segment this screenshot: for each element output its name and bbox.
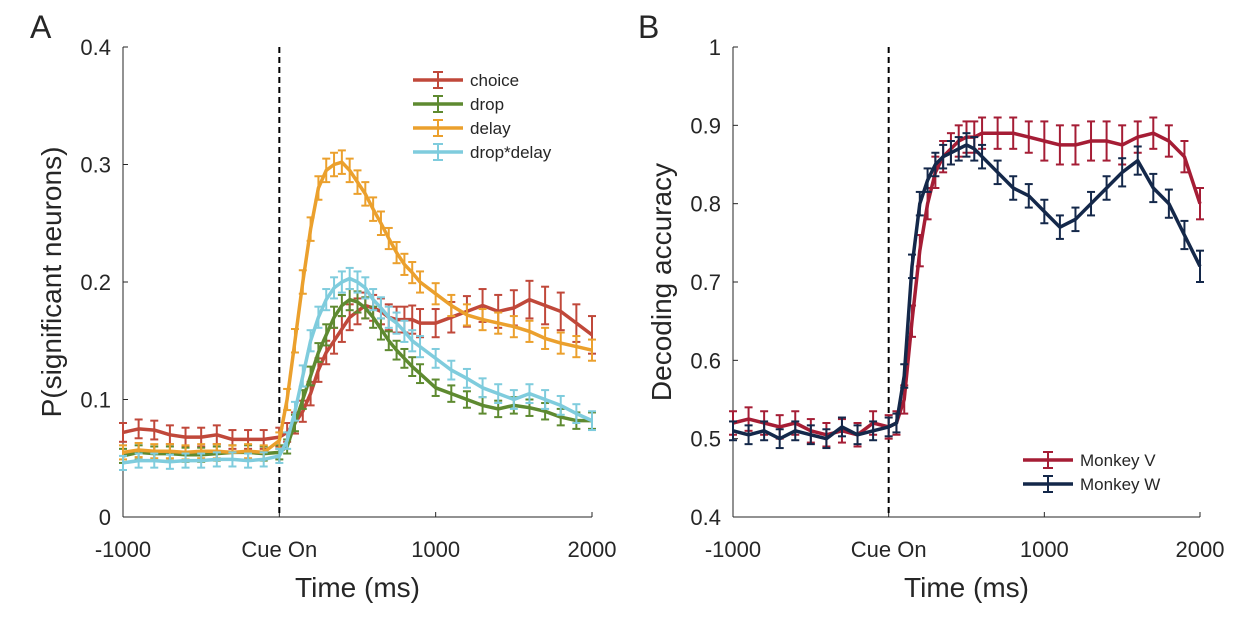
series-line — [122, 276, 593, 465]
legend: Monkey V Monkey W — [1023, 451, 1160, 494]
chart-b: 0.4 0.5 0.6 0.7 0.8 0.9 1 -1000 Cue On 1000 2000 Ti… — [646, 35, 1224, 603]
x-axis-label: Time (ms) — [295, 572, 420, 603]
x-tick-label: Cue On — [851, 537, 927, 562]
y-axis-label: Decoding accuracy — [646, 163, 677, 401]
y-tick-label: 0.1 — [80, 388, 111, 413]
y-tick-label: 0 — [99, 505, 111, 530]
y-tick-label: 0.3 — [80, 153, 111, 178]
series-drop-delay — [119, 266, 596, 471]
series-choice — [119, 279, 596, 450]
y-tick-label: 0.2 — [80, 270, 111, 295]
y-tick-label: 0.7 — [690, 270, 721, 295]
legend-label: Monkey W — [1080, 475, 1160, 494]
series-monkey-w — [729, 132, 1204, 450]
series-line — [122, 160, 593, 455]
x-tick-label: -1000 — [705, 537, 761, 562]
legend: choice drop delay drop*delay — [413, 71, 552, 162]
x-tick-label: 1000 — [1020, 537, 1069, 562]
series-line — [732, 143, 1202, 441]
panel-label-a: A — [30, 9, 52, 45]
series-line — [732, 131, 1202, 437]
y-tick-label: 1 — [709, 35, 721, 60]
x-tick-label: 1000 — [411, 537, 460, 562]
legend-label: delay — [470, 119, 511, 138]
y-tick-label: 0.4 — [690, 505, 721, 530]
y-tick-label: 0.8 — [690, 192, 721, 217]
x-axis-label: Time (ms) — [904, 572, 1029, 603]
x-tick-label: -1000 — [95, 537, 151, 562]
y-tick-label: 0.6 — [690, 348, 721, 373]
legend-label: choice — [470, 71, 519, 90]
x-tick-label: Cue On — [241, 537, 317, 562]
chart-a: 0 0.1 0.2 0.3 0.4 -1000 Cue On 1000 2000 Time (ms… — [36, 35, 616, 603]
y-tick-label: 0.9 — [690, 113, 721, 138]
series-line — [122, 297, 594, 442]
legend-label: drop — [470, 95, 504, 114]
series-delay — [119, 149, 596, 461]
x-tick-label: 2000 — [1176, 537, 1225, 562]
x-tick-label: 2000 — [568, 537, 617, 562]
panel-label-b: B — [638, 9, 659, 45]
legend-label: Monkey V — [1080, 451, 1156, 470]
y-axis-label: P(significant neurons) — [36, 147, 67, 418]
series-monkey-v — [729, 116, 1204, 448]
y-tick-label: 0.5 — [690, 427, 721, 452]
legend-label: drop*delay — [470, 143, 552, 162]
y-tick-label: 0.4 — [80, 35, 111, 60]
